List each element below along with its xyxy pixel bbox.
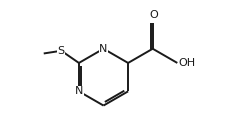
Text: S: S xyxy=(57,46,65,56)
Text: N: N xyxy=(99,44,107,54)
Text: OH: OH xyxy=(178,58,195,68)
Text: O: O xyxy=(148,10,157,20)
Text: N: N xyxy=(74,86,83,96)
